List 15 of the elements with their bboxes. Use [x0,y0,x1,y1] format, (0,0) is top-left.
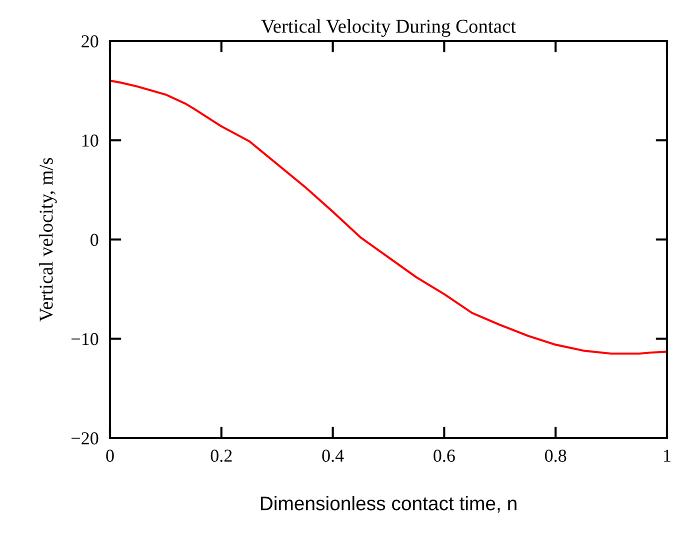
line-series [110,80,667,355]
y-tick-label: −10 [72,333,98,346]
x-tick-label: 0.4 [322,450,344,462]
x-tick-label: 0 [106,450,114,462]
y-tick-label: 10 [82,134,98,147]
x-axis-title: Dimensionless contact time, n [260,496,516,513]
x-tick-label: 0.6 [434,450,455,462]
x-tick-label: 1 [664,450,670,462]
y-tick-label: −20 [72,432,98,444]
chart-title: Vertical Velocity During Contact [261,19,516,37]
x-tick-label: 0.8 [545,450,566,462]
y-tick-label: 20 [82,35,98,48]
y-tick-label: 0 [90,234,98,246]
x-tick-label: 0.2 [210,450,232,462]
y-axis-title: Vertical velocity, m/s [39,158,57,322]
